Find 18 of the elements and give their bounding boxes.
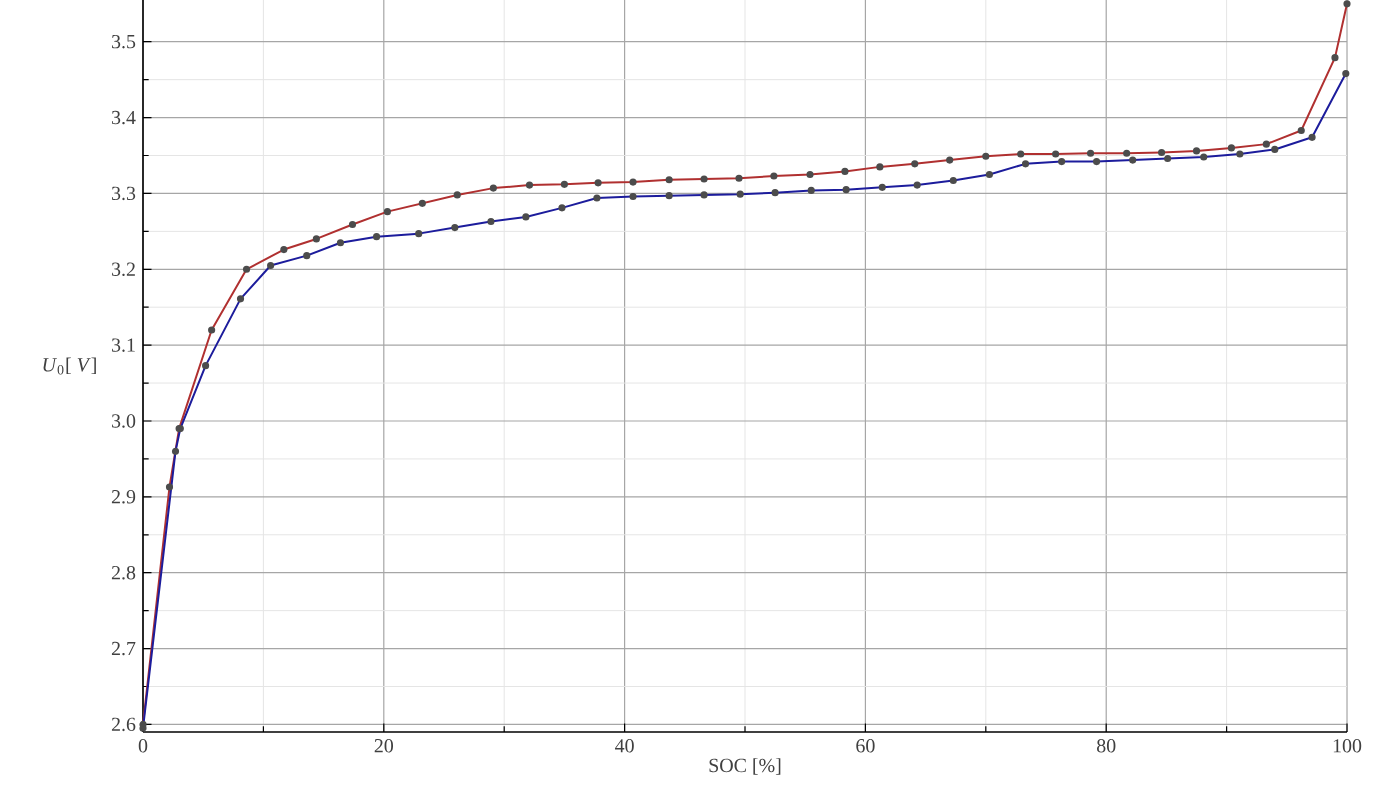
y-tick-label: 3.3 <box>112 186 136 201</box>
y-tick-label: 3.5 <box>112 34 136 49</box>
y-tick-label: 3.2 <box>112 262 135 277</box>
y-tick-label: 3.0 <box>112 414 136 428</box>
x-tick-label: 0 <box>138 739 148 753</box>
y-tick-label: 3.4 <box>112 110 136 125</box>
x-tick-label: 60 <box>856 739 875 753</box>
y-tick-label: 2.8 <box>111 565 136 580</box>
x-tick-label: 40 <box>615 739 634 753</box>
y-axis-title: U$_{0}$[ V] <box>43 357 96 375</box>
x-axis-title: SOC [%] <box>709 758 781 775</box>
x-tick-label: 20 <box>374 739 394 753</box>
y-tick-label: 2.7 <box>111 641 136 656</box>
x-tick-label: 80 <box>1097 739 1116 753</box>
y-tick-label: 2.9 <box>111 490 136 504</box>
y-tick-label: 3.1 <box>112 338 135 352</box>
x-tick-label: 100 <box>1333 739 1362 753</box>
y-tick-label: 2.6 <box>111 717 136 732</box>
